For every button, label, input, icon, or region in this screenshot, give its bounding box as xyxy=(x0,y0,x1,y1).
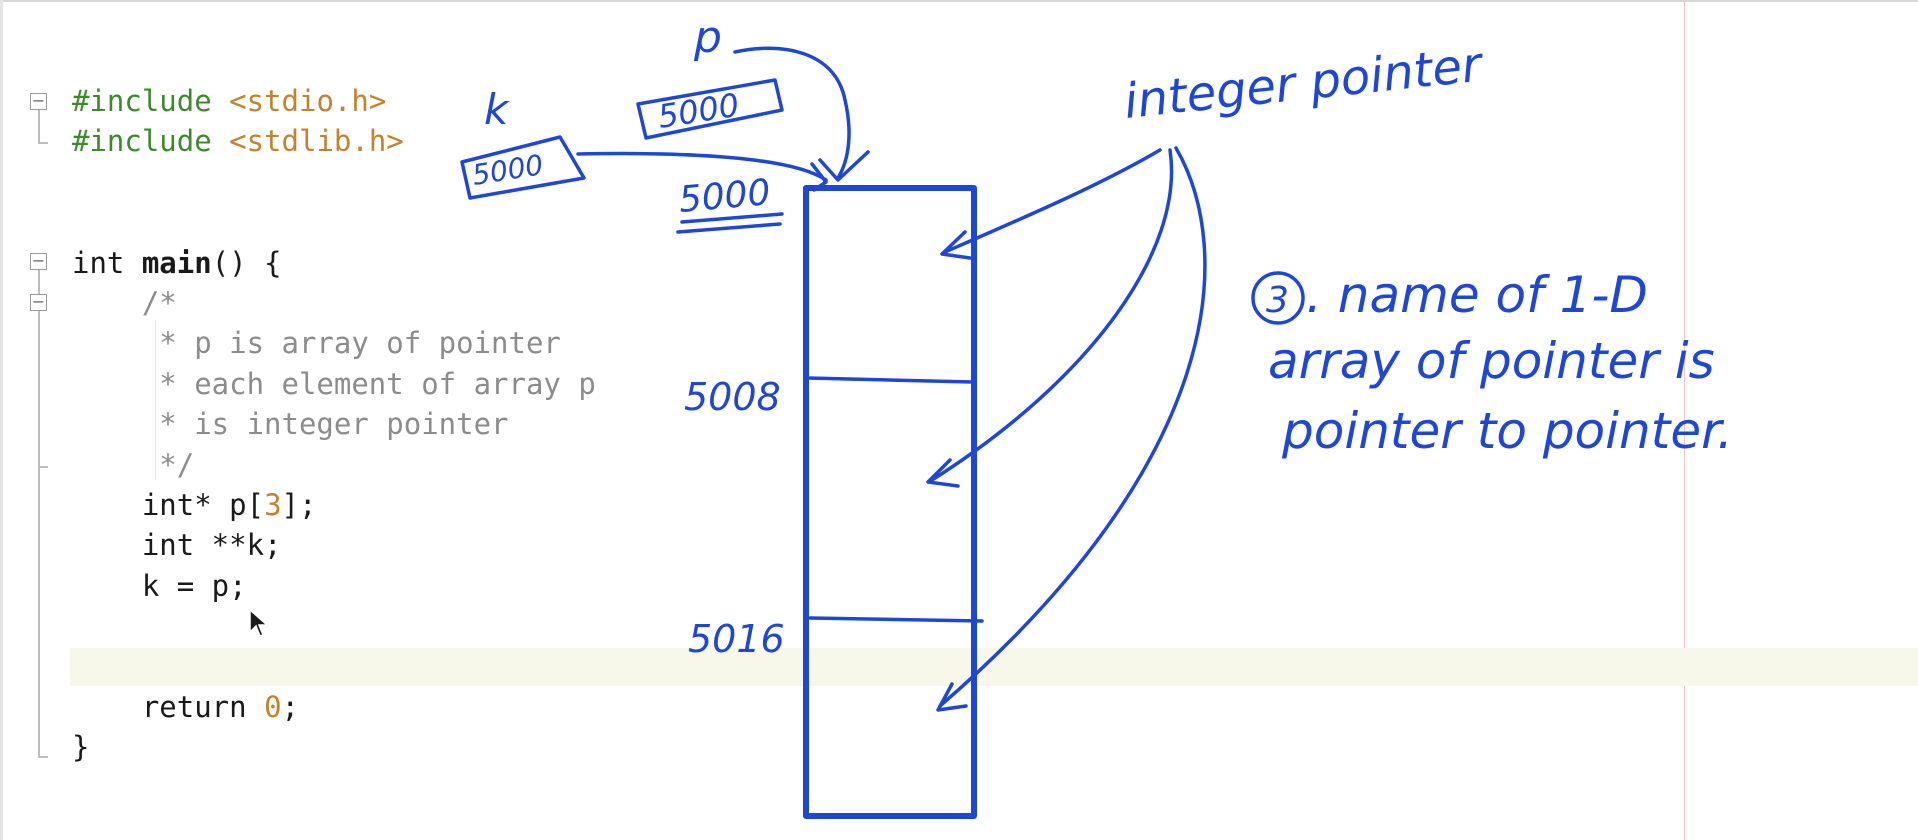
code-line[interactable]: return 0; xyxy=(72,687,299,727)
code-line[interactable]: int main() { xyxy=(72,243,282,283)
indent-guide xyxy=(155,320,156,480)
fold-gutter-line xyxy=(38,110,40,143)
code-line[interactable]: int **k; xyxy=(72,525,282,565)
code-token: * p is array of pointer xyxy=(72,326,561,360)
code-line[interactable]: * p is array of pointer xyxy=(72,323,561,363)
code-token: () { xyxy=(211,246,282,280)
code-token: #include xyxy=(72,84,230,118)
code-token: #include xyxy=(72,124,230,158)
code-token: int* p[ xyxy=(72,488,265,522)
code-token: int **k; xyxy=(72,528,282,562)
code-line[interactable]: #include <stdio.h> xyxy=(72,81,386,121)
code-token: ]; xyxy=(281,488,317,522)
code-token: * each element of array p xyxy=(72,367,596,401)
code-token: int xyxy=(72,246,142,280)
fold-toggle-comment[interactable]: − xyxy=(30,292,47,311)
code-line[interactable]: } xyxy=(72,727,89,767)
fold-gutter-line xyxy=(38,270,40,294)
fold-gutter-tick xyxy=(38,466,48,468)
right-margin-line xyxy=(1684,0,1685,840)
fold-toggle-includes[interactable]: − xyxy=(30,91,47,110)
code-token: 3 xyxy=(264,488,282,522)
code-token: <stdio.h> xyxy=(229,84,387,118)
code-line[interactable]: * is integer pointer xyxy=(72,404,509,444)
editor-top-border xyxy=(0,0,1918,2)
code-token: return xyxy=(72,690,265,724)
code-line[interactable]: */ xyxy=(72,445,194,485)
mouse-cursor-icon xyxy=(249,608,269,637)
fold-gutter-line xyxy=(38,311,40,757)
code-line[interactable]: * each element of array p xyxy=(72,364,596,404)
code-token: } xyxy=(72,730,90,764)
code-token: /* xyxy=(72,286,177,320)
code-line[interactable]: int* p[3]; xyxy=(72,485,317,525)
current-line-highlight xyxy=(70,648,1918,686)
code-token: * is integer pointer xyxy=(72,407,509,441)
code-token: ; xyxy=(281,690,299,724)
code-token: 0 xyxy=(264,690,282,724)
code-token: <stdlib.h> xyxy=(229,124,404,158)
code-token: k = p; xyxy=(72,569,247,603)
fold-gutter-tick xyxy=(38,756,48,758)
code-line[interactable]: /* xyxy=(72,283,177,323)
editor-left-border xyxy=(0,0,3,840)
fold-toggle-main[interactable]: − xyxy=(30,251,47,270)
code-token: main xyxy=(141,246,212,280)
fold-gutter-tick xyxy=(38,142,48,144)
code-line[interactable]: #include <stdlib.h> xyxy=(72,121,404,161)
code-token: */ xyxy=(72,448,195,482)
code-line[interactable]: k = p; xyxy=(72,566,247,606)
